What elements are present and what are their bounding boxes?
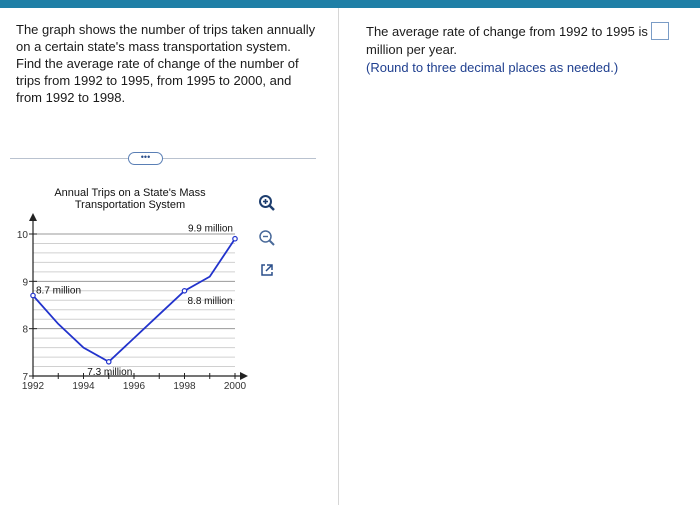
top-bar	[0, 0, 700, 8]
y-tick-label: 9	[22, 277, 28, 288]
y-tick-label: 10	[17, 230, 29, 241]
x-axis-arrow	[240, 372, 248, 380]
panel-divider	[338, 8, 339, 505]
answer-prompt: The average rate of change from 1992 to …	[366, 24, 648, 39]
x-tick-label: 1996	[123, 381, 146, 392]
y-tick-label: 8	[22, 325, 28, 336]
data-point	[30, 292, 36, 299]
data-label: 8.7 million	[36, 286, 81, 297]
answer-input[interactable]	[650, 22, 669, 40]
zoom-out-button[interactable]	[257, 228, 277, 248]
chart-title: Annual Trips on a State's Mass Transport…	[54, 187, 206, 211]
x-tick-label: 1998	[173, 381, 196, 392]
data-label: 7.3 million	[87, 367, 132, 378]
zoom-in-icon	[259, 195, 275, 211]
question-text: The graph shows the number of trips take…	[16, 22, 316, 105]
data-point	[105, 359, 112, 365]
answer-panel: The average rate of change from 1992 to …	[366, 22, 686, 77]
y-axis-arrow	[29, 213, 37, 221]
answer-line: The average rate of change from 1992 to …	[366, 22, 686, 41]
series-line	[32, 238, 236, 363]
popout-button[interactable]	[257, 260, 277, 280]
data-label: 9.9 million	[188, 224, 233, 235]
data-point	[181, 288, 188, 294]
more-button[interactable]: •••	[128, 152, 163, 165]
zoom-in-button[interactable]	[257, 193, 277, 213]
data-point	[232, 235, 238, 242]
y-tick-label: 7	[22, 372, 28, 383]
separator-line	[10, 158, 316, 159]
trips-line-chart: 7 8 9 10 1992 1994 1996 1998 2000 8.7 million 7.3 …	[17, 213, 248, 392]
data-label: 8.8 million	[188, 296, 233, 307]
x-tick-label: 2000	[224, 381, 247, 392]
answer-hint: (Round to three decimal places as needed…	[366, 60, 619, 75]
x-tick-label: 1994	[72, 381, 95, 392]
external-link-icon	[261, 264, 273, 276]
zoom-out-icon	[259, 230, 275, 246]
answer-unit: million per year.	[366, 42, 458, 57]
x-tick-label: 1992	[22, 381, 45, 392]
